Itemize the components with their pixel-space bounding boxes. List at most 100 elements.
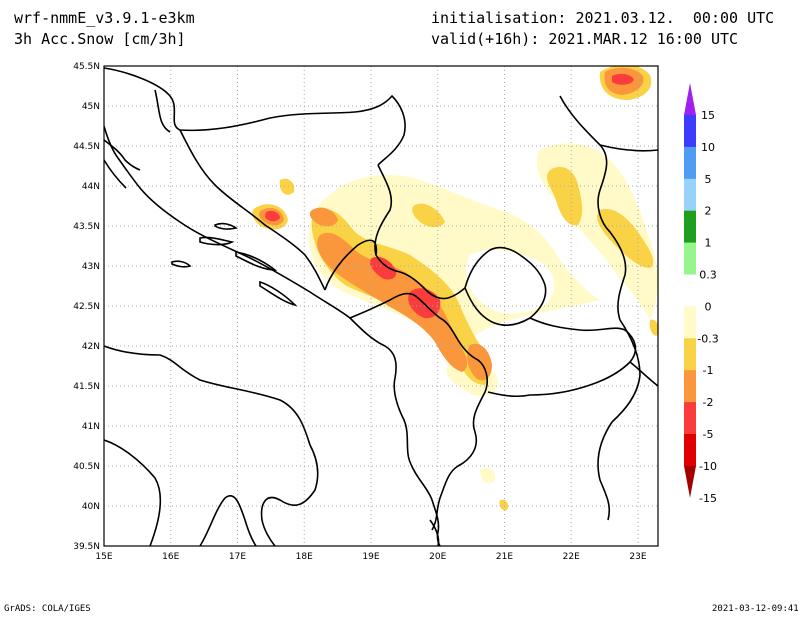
border (599, 144, 658, 152)
init-time: initialisation: 2021.03.12. 00:00 UTC (431, 9, 775, 27)
snow-band-yellow (546, 166, 583, 226)
border (429, 519, 440, 546)
colorbar-label: 15 (701, 109, 715, 122)
lon-tick-label: 21E (496, 552, 513, 562)
snow-band-red (369, 256, 397, 280)
island (235, 251, 278, 271)
colorbar-swatch (684, 115, 696, 148)
island (214, 222, 238, 230)
lat-tick-label: 41N (82, 422, 100, 432)
lat-tick-label: 45.5N (73, 62, 100, 72)
lon-tick-label: 23E (629, 552, 646, 562)
italy-coastline (104, 345, 319, 546)
snow-band-yellow (412, 203, 445, 228)
lat-tick-label: 44.5N (73, 142, 100, 152)
lat-tick-label: 44N (82, 182, 100, 192)
border (179, 129, 326, 291)
map-frame (103, 65, 659, 547)
snowfall-shading (252, 66, 658, 511)
lat-tick-label: 45N (82, 102, 100, 112)
snow-band-yellow (279, 178, 295, 195)
coastlines (104, 125, 441, 546)
snow-band-light (480, 468, 496, 484)
lon-tick-label: 15E (95, 552, 112, 562)
border (597, 421, 613, 521)
island (259, 280, 298, 307)
border (611, 319, 641, 423)
border (349, 292, 459, 341)
border (629, 361, 658, 387)
lat-tick-label: 42N (82, 342, 100, 352)
colorbar-swatch (684, 370, 696, 403)
model-title: wrf-nmmE_v3.9.1-e3km (14, 9, 195, 27)
balkan-coastline (104, 125, 441, 546)
colorbar-swatch (684, 274, 696, 307)
colorbar-top-arrow (684, 83, 696, 115)
snow-band-yellow (597, 209, 654, 268)
lat-tick-label: 42.5N (73, 302, 100, 312)
colorbar-swatch (684, 146, 696, 180)
snow-band-yellow (649, 319, 658, 336)
lat-tick-label: 39.5N (73, 542, 100, 552)
snow-band-red (265, 210, 280, 222)
colorbar-label: -1 (703, 364, 714, 377)
snow-band-light (308, 175, 600, 360)
colorbar-swatch (684, 242, 696, 275)
lon-tick-label: 17E (229, 552, 246, 562)
lon-tick-label: 20E (429, 552, 446, 562)
footer-credit: GrADS: COLA/IGES (4, 604, 91, 614)
colorbar: 15 10 5 2 1 0.3 0 -0.3 -1 -2 -5 -10 -15 (684, 83, 719, 505)
colorbar-swatch (684, 306, 696, 339)
italy-coastline (104, 439, 162, 546)
border (487, 317, 637, 398)
colorbar-swatch (684, 434, 696, 467)
field-title: 3h Acc.Snow [cm/3h] (14, 30, 186, 48)
border (559, 95, 627, 321)
island (171, 260, 192, 268)
island (199, 236, 235, 246)
colorbar-swatch (684, 338, 696, 371)
colorbar-label: 5 (705, 173, 712, 186)
lon-tick-labels: 15E 16E 17E 18E 19E 20E 21E 22E 23E (95, 552, 646, 562)
lon-tick-label: 18E (296, 552, 313, 562)
snow-band-red (612, 73, 634, 85)
colorbar-label: -0.3 (697, 332, 718, 345)
lon-tick-label: 22E (563, 552, 580, 562)
colorbar-label: 0.3 (699, 269, 717, 282)
graticule (103, 65, 658, 547)
colorbar-bottom-arrow (684, 465, 696, 498)
valid-time: valid(+16h): 2021.MAR.12 16:00 UTC (431, 30, 739, 48)
colorbar-label: -15 (699, 492, 717, 505)
lat-tick-label: 40.5N (73, 462, 100, 472)
border (431, 339, 488, 531)
border (104, 67, 406, 166)
colorbar-swatch (684, 402, 696, 435)
lat-tick-label: 43N (82, 262, 100, 272)
colorbar-label: -2 (703, 396, 714, 409)
colorbar-label: 2 (705, 205, 712, 218)
colorbar-label: 0 (705, 300, 712, 313)
lon-tick-label: 19E (362, 552, 379, 562)
italy-coastline (199, 495, 257, 546)
colorbar-swatch (684, 178, 696, 212)
snow-band-orange (317, 232, 468, 372)
balkan-coastline (104, 159, 127, 189)
snow-band-orange (309, 207, 338, 227)
colorbar-label: 1 (705, 237, 712, 250)
colorbar-swatch (684, 210, 696, 244)
lat-tick-label: 41.5N (73, 382, 100, 392)
border (399, 271, 466, 300)
border (464, 246, 547, 327)
lat-tick-label: 40N (82, 502, 100, 512)
colorbar-label: -10 (699, 460, 717, 473)
balkan-coastline (104, 139, 141, 171)
country-borders (104, 67, 658, 546)
lat-tick-label: 43.5N (73, 222, 100, 232)
border (324, 239, 378, 291)
border (154, 89, 171, 133)
footer-timestamp: 2021-03-12-09:41 (712, 604, 799, 614)
colorbar-label: 10 (701, 141, 715, 154)
snow-band-yellow (499, 499, 509, 511)
lon-tick-label: 16E (162, 552, 179, 562)
